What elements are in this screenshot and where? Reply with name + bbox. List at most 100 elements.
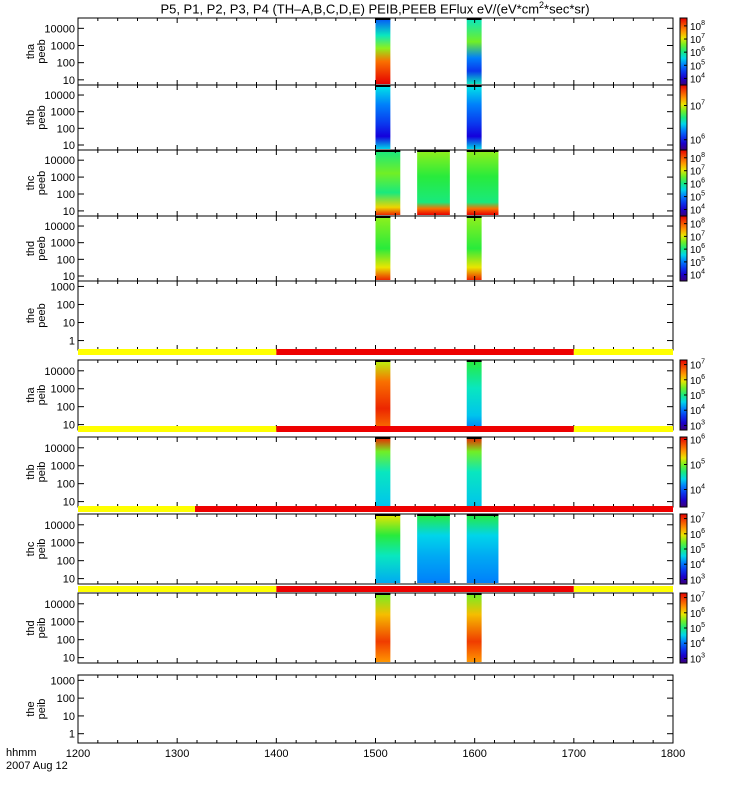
colorbar-tick-label: 108 <box>690 152 705 165</box>
x-tick-label: 1700 <box>562 748 586 760</box>
y-tick-label: 1000 <box>51 238 75 250</box>
mode-bar <box>78 506 673 512</box>
colorbar-ramp <box>679 436 688 508</box>
colorbar-tick-label: 106 <box>690 134 705 147</box>
y-tick-label: 100 <box>57 635 75 647</box>
colorbar-tick-label: 103 <box>690 419 705 432</box>
y-axis-label: the <box>25 308 37 323</box>
colorbar-tick-label: 104 <box>690 484 705 497</box>
panel-thePeib: 1 10 100 1000 the peib <box>25 674 674 744</box>
block-top-marker <box>417 150 450 152</box>
y-axis-label: thc <box>25 175 37 190</box>
y-tick-label: 1000 <box>51 675 75 687</box>
spectrogram-block <box>466 19 482 84</box>
y-axis-label: peib <box>36 539 48 560</box>
y-tick-label: 10000 <box>44 90 75 102</box>
y-tick-label: 1000 <box>51 461 75 473</box>
y-tick-label: 1000 <box>51 107 75 119</box>
colorbar-tick-label: 105 <box>690 389 705 402</box>
mode-bar <box>78 426 673 432</box>
y-axis-label: peeb <box>36 171 48 195</box>
y-tick-label: 1000 <box>51 538 75 550</box>
y-tick-label: 10000 <box>44 221 75 233</box>
y-tick-label: 10000 <box>44 599 75 611</box>
spectrogram-block <box>375 86 391 149</box>
spectrogram-block <box>375 515 401 583</box>
spectrogram-block <box>466 594 482 662</box>
spectrogram-block <box>417 515 450 583</box>
panel-frame <box>77 674 674 744</box>
colorbar-tick-label: 104 <box>690 269 705 282</box>
mode-bar-segment <box>78 586 277 592</box>
y-tick-label: 100 <box>57 402 75 414</box>
mode-bar-segment <box>78 506 196 512</box>
colorbar-tick-label: 106 <box>690 374 705 387</box>
y-tick-label: 1000 <box>51 617 75 629</box>
spectrogram-block <box>466 438 482 506</box>
y-tick-label: 100 <box>57 189 75 201</box>
y-tick-label: 10 <box>63 318 75 330</box>
spectrogram-block <box>375 217 391 280</box>
colorbar-tick-label: 106 <box>690 434 705 447</box>
mode-bar-segment <box>573 586 673 592</box>
spectrogram-block <box>466 217 482 280</box>
colorbar: 106 107 <box>679 84 705 151</box>
colorbar-tick-label: 104 <box>690 637 705 650</box>
mode-bar-segment <box>78 349 277 355</box>
mode-bar <box>78 349 673 355</box>
colorbar-ramp <box>679 84 688 151</box>
colorbar-tick-label: 106 <box>690 528 705 541</box>
mode-bar <box>78 586 673 592</box>
panel-thcPeib: 10 100 1000 10000 thc peib 103 104 105 106 107 <box>25 513 705 587</box>
block-top-marker <box>375 593 391 595</box>
y-tick-label: 10 <box>63 711 75 723</box>
y-axis-label: peeb <box>36 236 48 260</box>
colorbar-tick-label: 107 <box>690 359 705 372</box>
colorbar-tick-label: 104 <box>690 404 705 417</box>
spectrogram-block <box>466 86 482 149</box>
y-tick-label: 100 <box>57 556 75 568</box>
y-tick-label: 10000 <box>44 366 75 378</box>
mode-bar-segment <box>276 586 574 592</box>
y-axis-label: thb <box>25 110 37 125</box>
mode-bar-segment <box>276 426 574 432</box>
colorbar: 103 104 105 106 107 <box>679 592 705 665</box>
y-tick-label: 1000 <box>51 384 75 396</box>
colorbar-tick-label: 107 <box>690 230 705 243</box>
y-tick-label: 10000 <box>44 23 75 35</box>
colorbar-tick-label: 105 <box>690 543 705 556</box>
y-tick-label: 10 <box>63 574 75 586</box>
colorbar-tick-label: 107 <box>690 592 705 605</box>
colorbar-tick-label: 108 <box>690 20 705 33</box>
y-tick-label: 1 <box>69 336 75 348</box>
y-axis-label: peeb <box>36 105 48 129</box>
y-tick-label: 10 <box>63 206 75 218</box>
y-tick-label: 10 <box>63 653 75 665</box>
colorbar: 103 104 105 106 107 <box>679 359 705 432</box>
figure-title: P5, P1, P2, P3, P4 (TH–A,B,C,D,E) PEIB,P… <box>160 0 590 17</box>
y-tick-label: 10 <box>63 271 75 283</box>
panel-thbPeib: 10 100 1000 10000 thb peib 104 105 106 <box>25 434 705 509</box>
block-top-marker <box>417 514 450 516</box>
y-axis-label: tha <box>25 43 37 59</box>
spectrogram-block <box>417 151 450 215</box>
y-tick-label: 100 <box>57 299 75 311</box>
mode-bar-segment <box>573 349 673 355</box>
colorbar-ramp <box>679 149 688 217</box>
y-axis-label: peeb <box>36 39 48 63</box>
colorbar-tick-label: 106 <box>690 178 705 191</box>
mode-bar-segment <box>195 506 673 512</box>
y-axis-label: thb <box>25 464 37 479</box>
block-top-marker <box>375 150 401 152</box>
colorbar: 103 104 105 106 107 <box>679 513 705 586</box>
y-tick-label: 1000 <box>51 172 75 184</box>
panel-thbPeeb: 10 100 1000 10000 thb peeb 106 107 <box>25 84 705 152</box>
colorbar-tick-label: 105 <box>690 191 705 204</box>
y-axis-label: peib <box>36 462 48 483</box>
